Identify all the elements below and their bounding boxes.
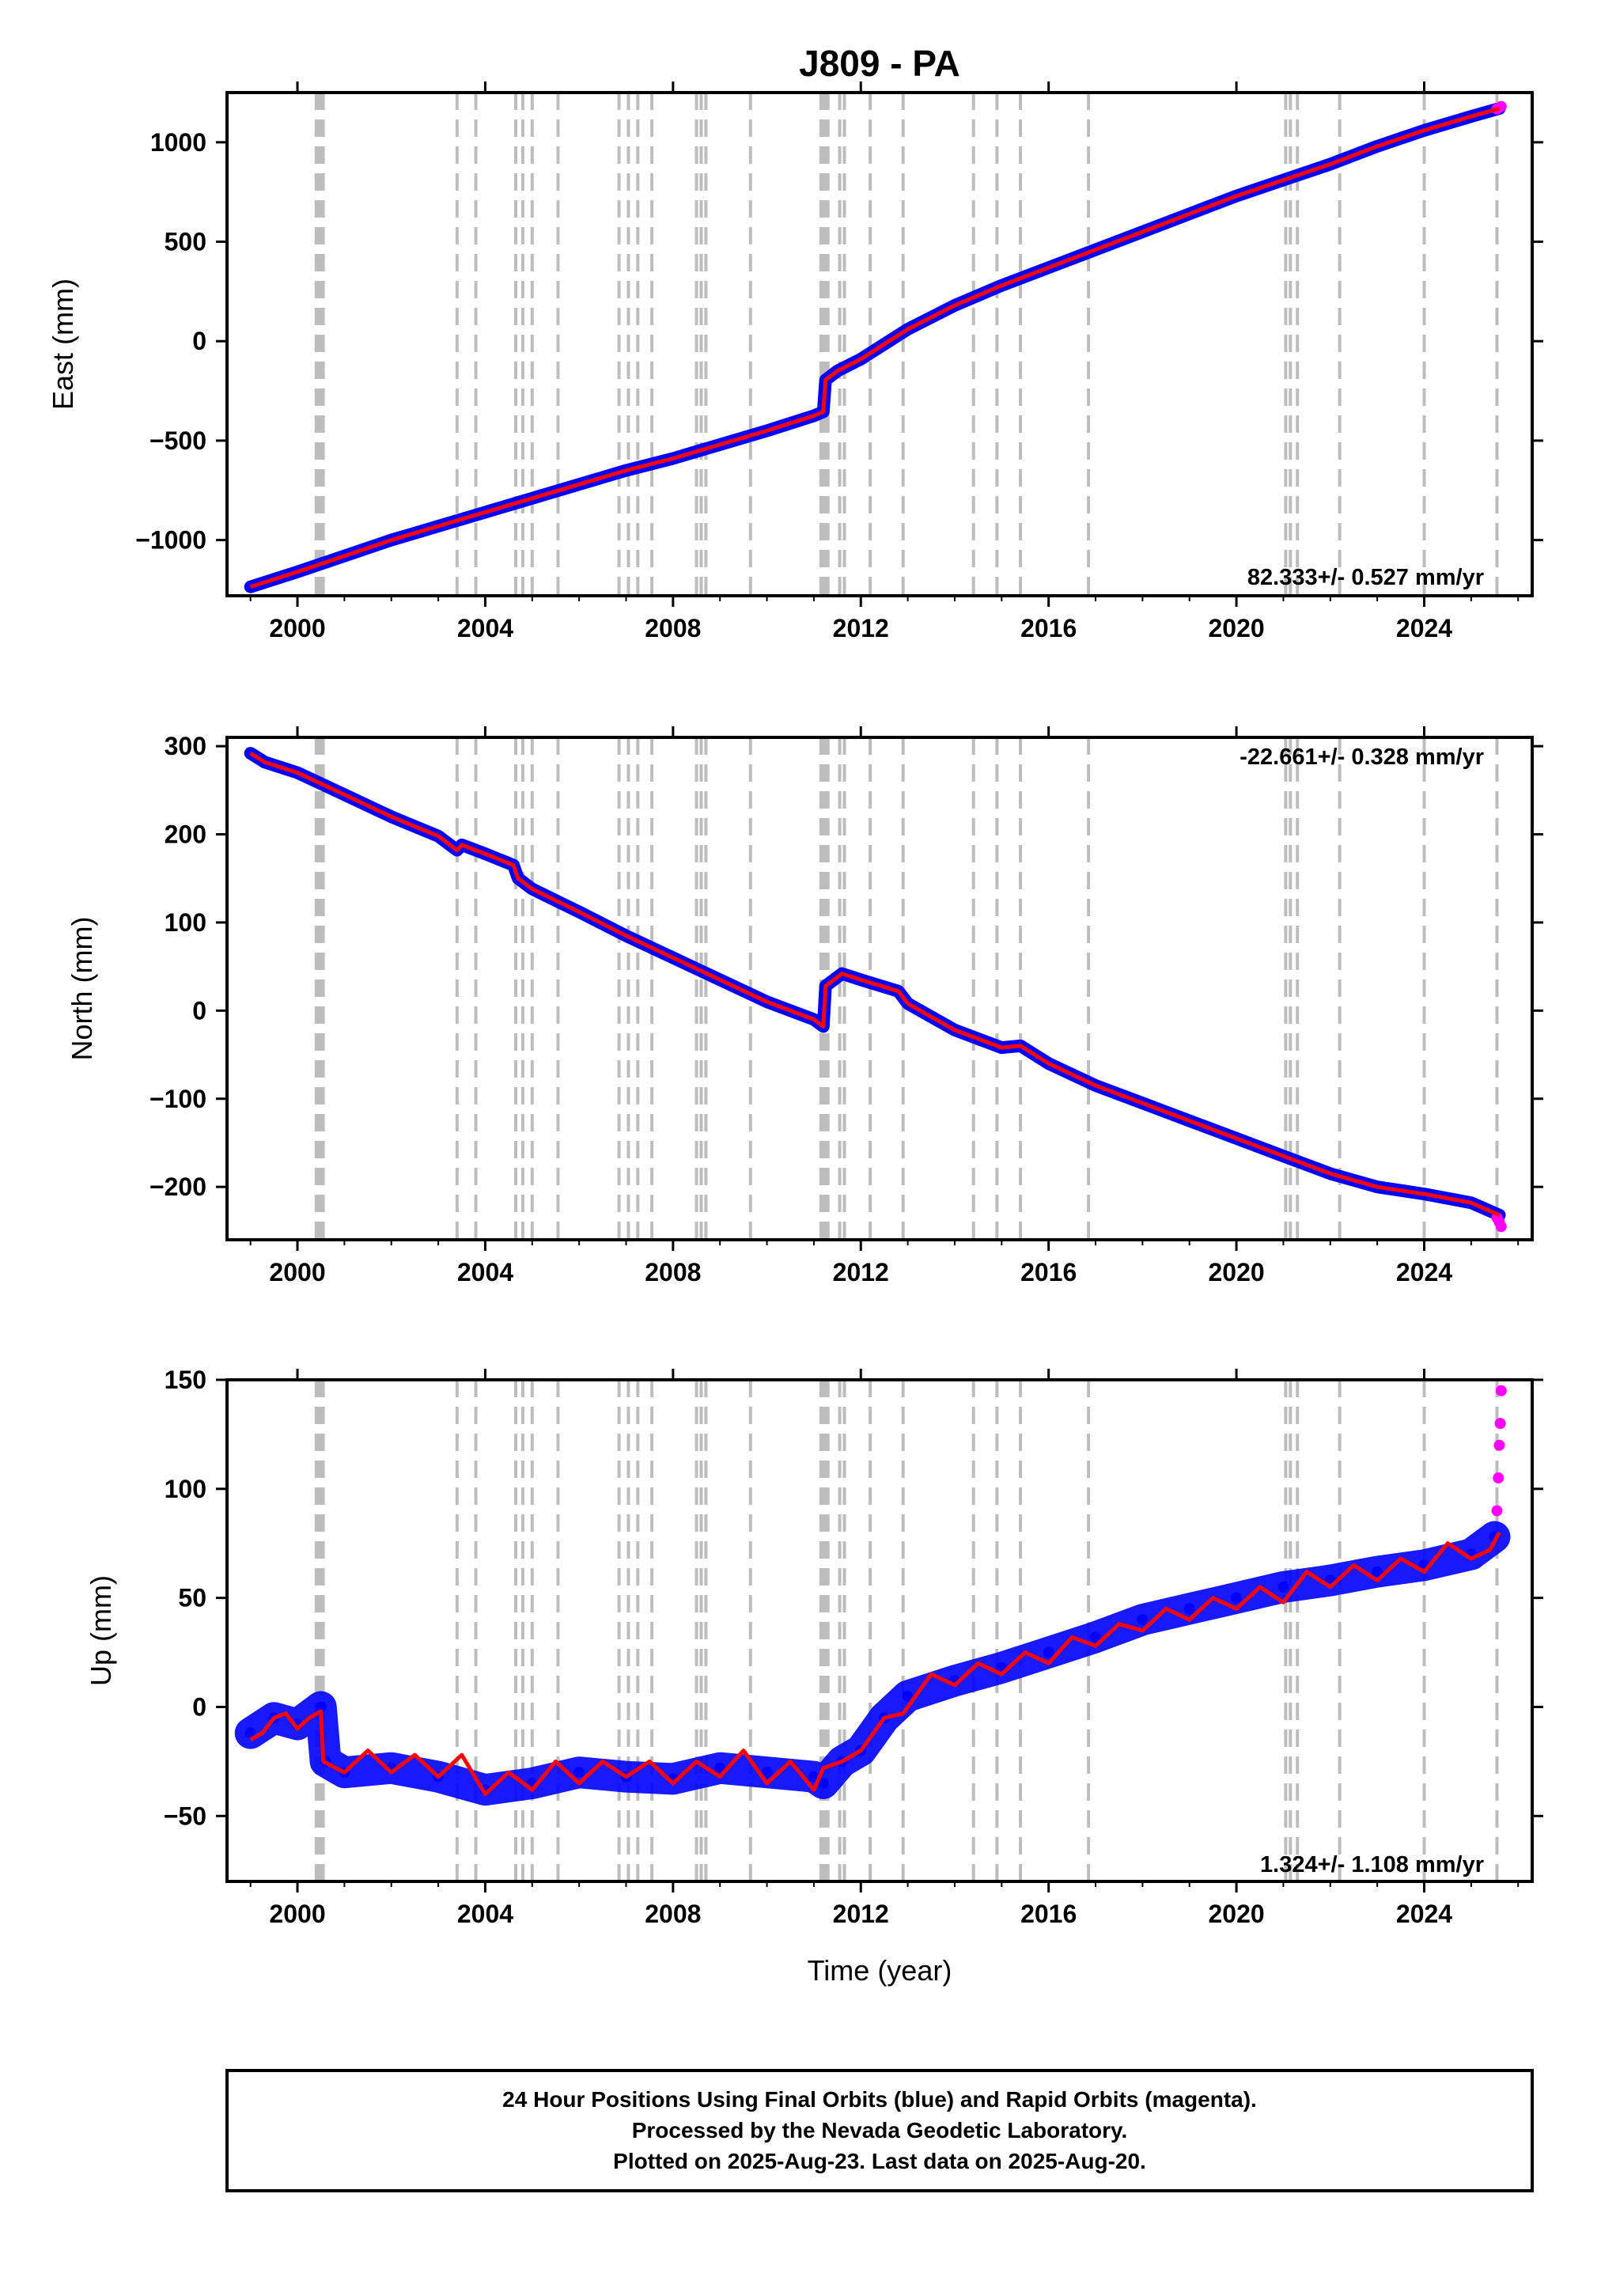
- up-final-orbits-point: [1183, 1603, 1195, 1615]
- y-tick-label: 50: [178, 1584, 206, 1612]
- x-tick-label: 2024: [1396, 1900, 1452, 1928]
- east-rate-label: 82.333+/- 0.527 mm/yr: [1247, 565, 1484, 590]
- footer-line-2: Processed by the Nevada Geodetic Laborat…: [632, 2118, 1128, 2143]
- y-tick-label: −500: [150, 426, 206, 455]
- footer-line-3: Plotted on 2025-Aug-23. Last data on 202…: [613, 2149, 1146, 2173]
- east-panel-data: [244, 100, 1507, 593]
- footer-frame: [225, 2069, 1534, 2192]
- north-y-axis-label: North (mm): [66, 917, 98, 1061]
- east-panel-event-lines: [314, 93, 1499, 596]
- up-panel-data: [234, 1385, 1511, 1806]
- east-y-axis-label: East (mm): [47, 278, 79, 410]
- footer-box: 24 Hour Positions Using Final Orbits (bl…: [225, 2069, 1534, 2192]
- x-tick-label: 2020: [1208, 614, 1264, 642]
- north-panel-data: [244, 747, 1507, 1233]
- up-final-orbits-point: [1090, 1631, 1102, 1643]
- up-series-2: [249, 1531, 1501, 1797]
- up-final-orbits-point: [1231, 1592, 1243, 1604]
- north-panel: 2000 2004 2008 2012 2016 2020 2024 −200 −100 0 100…: [66, 726, 1543, 1286]
- x-tick-label: 2000: [269, 1900, 325, 1928]
- x-tick-label: 2000: [269, 1258, 325, 1286]
- north-rapid-orbits-point: [1495, 1221, 1507, 1233]
- y-tick-label: 100: [165, 908, 206, 937]
- north-series-2: [249, 751, 1501, 1218]
- y-tick-label: 1000: [150, 128, 206, 157]
- y-tick-label: 0: [192, 327, 206, 355]
- up-y-axis-label: Up (mm): [85, 1575, 117, 1686]
- up-series-1: [1491, 1385, 1507, 1517]
- y-tick-label: 300: [165, 732, 206, 760]
- y-tick-label: −100: [150, 1085, 206, 1113]
- up-rapid-orbits-point: [1495, 1385, 1507, 1396]
- up-final-orbits-point: [761, 1767, 773, 1779]
- up-final-orbits-point: [1043, 1646, 1054, 1658]
- x-tick-label: 2024: [1396, 1258, 1452, 1286]
- x-tick-label: 2020: [1208, 1258, 1264, 1286]
- up-final-orbits-point: [902, 1690, 914, 1702]
- y-tick-label: 100: [165, 1475, 206, 1503]
- north-rate-label: -22.661+/- 0.328 mm/yr: [1240, 744, 1484, 770]
- y-tick-label: −1000: [135, 526, 206, 555]
- east-model-fit-line: [249, 106, 1501, 589]
- east-series-2: [249, 106, 1501, 589]
- x-tick-label: 2020: [1208, 1900, 1264, 1928]
- x-tick-label: 2012: [833, 1258, 889, 1286]
- y-tick-label: 200: [165, 820, 206, 849]
- chart-title: J809 - PA: [799, 43, 960, 84]
- x-axis-label: Time (year): [808, 1954, 952, 1987]
- up-final-orbits-point: [817, 1777, 829, 1789]
- y-tick-label: −200: [150, 1173, 206, 1201]
- y-tick-label: 150: [165, 1366, 206, 1394]
- up-rapid-orbits-point: [1491, 1505, 1503, 1517]
- north-panel-frame: [225, 736, 1534, 1241]
- x-tick-label: 2012: [833, 614, 889, 642]
- x-tick-label: 2008: [645, 1900, 701, 1928]
- y-tick-label: 0: [192, 1692, 206, 1721]
- panels: 2000 2004 2008 2012 2016 2020 2024−1000−500050…: [47, 81, 1543, 1928]
- y-tick-label: 0: [192, 996, 206, 1025]
- x-tick-label: 2008: [645, 1258, 701, 1286]
- up-panel: 2000 2004 2008 2012 2016 2020 2024 −50 0 50 100 150…: [85, 1366, 1543, 1928]
- footer-line-1: 24 Hour Positions Using Final Orbits (bl…: [502, 2087, 1257, 2112]
- x-tick-label: 2004: [457, 1258, 513, 1286]
- up-final-orbits-band: [234, 1521, 1511, 1806]
- x-tick-label: 2004: [457, 614, 513, 642]
- y-tick-label: 500: [165, 228, 206, 256]
- up-final-orbits-point: [315, 1701, 327, 1713]
- up-rate-label: 1.324+/- 1.108 mm/yr: [1260, 1852, 1484, 1877]
- x-tick-label: 2016: [1020, 1258, 1077, 1286]
- x-tick-label: 2008: [645, 614, 701, 642]
- x-tick-label: 2000: [269, 614, 325, 642]
- up-final-orbits-point: [1372, 1566, 1383, 1578]
- east-panel-frame: [225, 91, 1534, 597]
- x-tick-label: 2012: [833, 1900, 889, 1928]
- up-rapid-orbits-point: [1494, 1418, 1506, 1430]
- x-tick-label: 2004: [457, 1900, 513, 1928]
- east-panel: 2000 2004 2008 2012 2016 2020 2024 −1000 −500 0 50…: [47, 81, 1543, 642]
- up-rapid-orbits-point: [1493, 1472, 1504, 1484]
- up-rapid-orbits-point: [1493, 1439, 1505, 1451]
- up-final-orbits-point: [1137, 1614, 1149, 1626]
- up-panel-frame: [225, 1378, 1534, 1883]
- x-tick-label: 2024: [1396, 614, 1452, 642]
- up-model-fit-line: [249, 1531, 1501, 1797]
- y-tick-label: −50: [164, 1802, 206, 1830]
- x-tick-label: 2016: [1020, 1900, 1077, 1928]
- up-final-orbits-point: [573, 1767, 585, 1779]
- north-model-fit-line: [249, 751, 1501, 1218]
- x-tick-label: 2016: [1020, 614, 1077, 642]
- up-final-orbits-point: [1277, 1581, 1289, 1593]
